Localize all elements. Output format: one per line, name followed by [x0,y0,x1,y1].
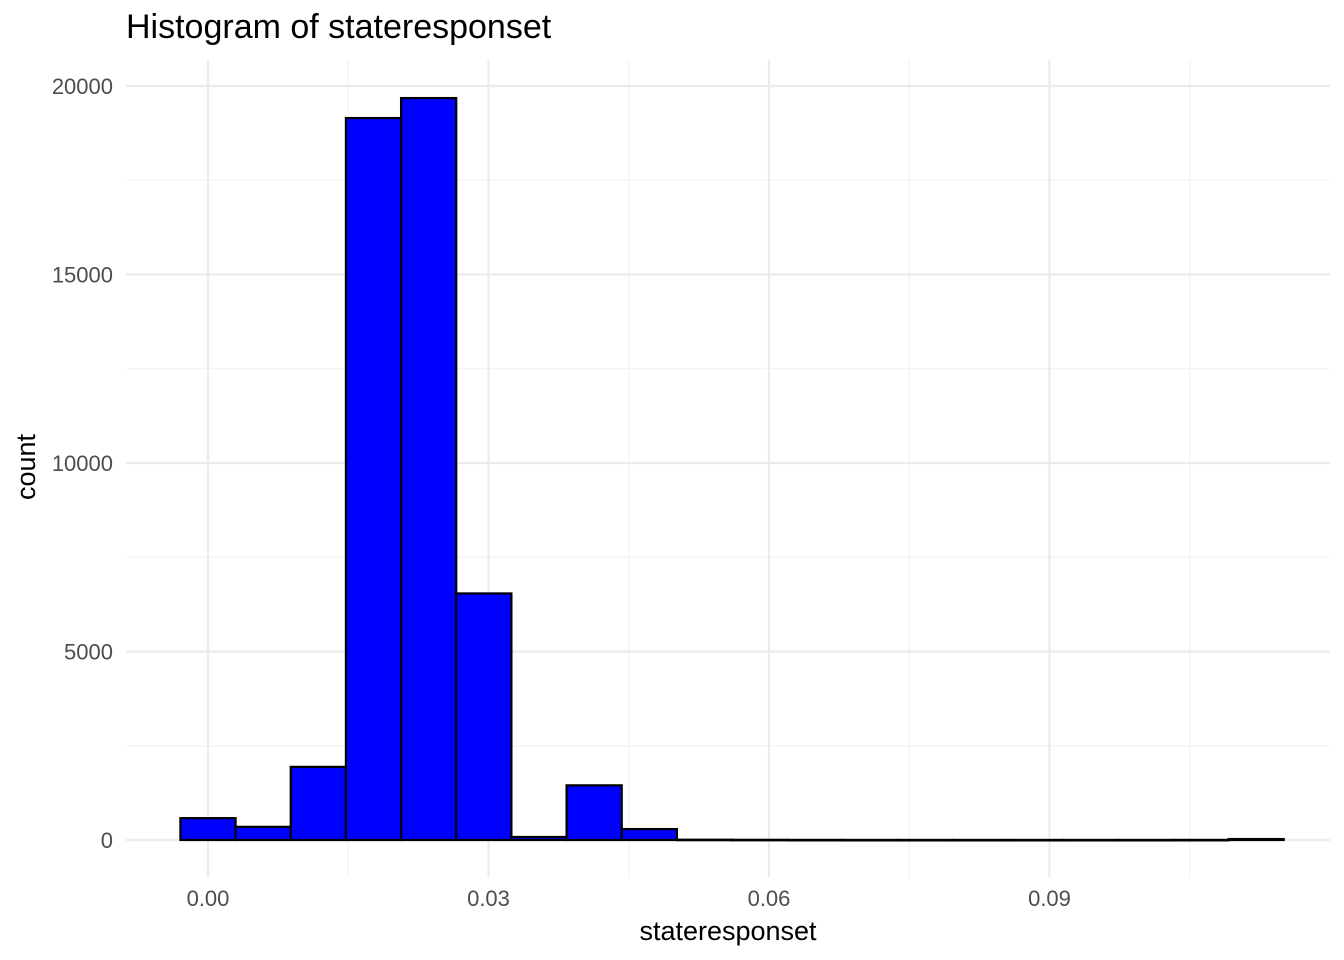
histogram-bar [1006,838,1065,842]
histogram-bar [896,838,954,842]
chart-title: Histogram of stateresponset [126,8,552,46]
y-tick-label: 20000 [52,74,113,99]
y-tick-labels: 0 5000 10000 15000 20000 [52,74,113,853]
histogram-bar [344,116,403,842]
x-tick-label: 0.09 [1028,886,1071,911]
histogram-bar [565,784,623,842]
y-tick-label: 15000 [52,263,113,288]
histogram-bar [234,825,292,842]
histogram-bar [455,592,513,842]
bars-layer [179,96,1285,842]
histogram-bar [1172,838,1230,842]
y-tick-label: 0 [101,828,113,853]
histogram-bar [841,838,899,842]
histogram-bar [1117,838,1175,842]
histogram-bar [1227,837,1285,842]
y-axis-title: count [11,433,41,500]
y-tick-label: 5000 [64,640,113,665]
x-axis-title: stateresponset [639,916,817,946]
y-tick-label: 10000 [52,451,113,476]
histogram-bar [620,827,679,842]
histogram-bar [675,838,734,842]
x-tick-labels: 0.00 0.03 0.06 0.09 [187,886,1071,911]
histogram-bar [786,838,844,842]
histogram-bar [951,838,1009,842]
x-tick-label: 0.00 [187,886,230,911]
histogram-bar [730,838,789,842]
histogram-bar [399,96,458,842]
grid-layer [126,60,1330,877]
histogram-bar [1061,838,1120,842]
histogram-bar [510,835,568,842]
x-tick-label: 0.06 [748,886,791,911]
histogram-bar [289,765,348,842]
x-tick-label: 0.03 [467,886,510,911]
histogram-bar [179,817,237,842]
